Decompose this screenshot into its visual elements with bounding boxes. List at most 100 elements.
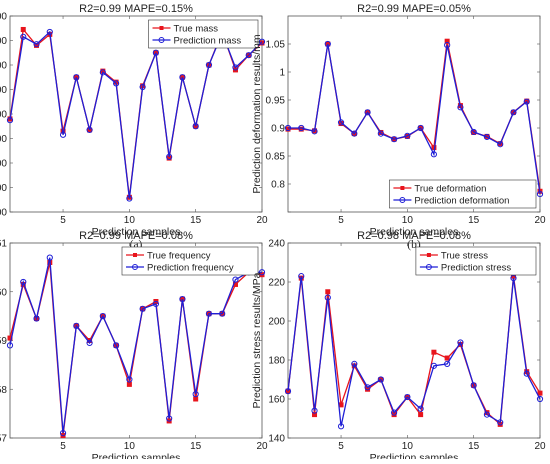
series-line-1 [9,257,262,434]
chart-title: R2=0.99 MAPE=0.15% [79,3,193,15]
data-point-prediction [33,315,40,322]
y-tick-label: 4000 [0,183,7,194]
data-point-prediction [351,360,358,367]
data-point-prediction [73,322,80,329]
data-point-prediction [404,393,411,401]
data-point-prediction [192,391,199,398]
data-point-true [312,412,318,418]
data-point-prediction [33,41,40,48]
x-tick-label: 10 [402,215,414,226]
x-tick-label: 20 [256,215,268,226]
data-point-prediction [497,141,504,148]
x-tick-label: 10 [124,441,136,452]
data-point-prediction [417,124,424,132]
data-point-prediction [536,190,544,198]
data-point-prediction [337,423,345,430]
data-point-prediction [126,195,133,202]
data-point-prediction [470,382,477,389]
legend-swatch-marker [133,253,137,257]
data-point-prediction [298,124,305,132]
y-tick-label: 4100 [0,159,7,170]
data-point-prediction [73,74,80,81]
data-point-true [418,412,424,418]
data-point-prediction [457,104,464,111]
data-point-prediction [126,376,133,383]
data-point-prediction [219,310,226,317]
y-tick-label: 0.95 [266,96,286,107]
y-tick-label: 61 [0,239,7,250]
chart-panel-d: R2=0.98 MAPE=0.08%5 10 15 20140160180200220… [251,230,546,464]
data-point-prediction [430,362,437,369]
data-point-prediction [497,419,504,426]
legend-entry: Prediction stress [441,262,511,273]
data-point-prediction [113,342,120,349]
data-point-prediction [391,136,398,143]
legend-swatch-marker [159,26,164,30]
data-point-true [325,289,331,295]
chart-title: R2=0.99 MAPE=0.05% [357,3,471,15]
data-point-prediction [523,370,530,377]
legend-entry: True stress [441,250,488,261]
data-point-prediction [337,119,345,126]
y-tick-label: 4600 [0,36,7,47]
series-line-0 [288,41,541,192]
chart-panel-c: R2=0.99 MAPE=0.08% 5 10 15 20 57 58 59 60 61 Predi… [0,230,268,464]
data-point-prediction [258,38,266,45]
data-point-prediction [483,133,491,141]
data-point-prediction [483,411,491,418]
data-point-prediction [284,124,292,132]
data-point-prediction [179,74,186,81]
x-tick-label: 5 [338,215,344,226]
data-point-prediction [311,407,318,414]
x-tick-label: 15 [190,441,202,452]
y-axis-label: Prediction stress results/MPa [251,272,263,408]
data-point-prediction [311,128,318,135]
x-tick-label: 15 [190,215,202,226]
x-axis-label: Prediction samples [92,226,181,238]
data-point-prediction [510,275,517,282]
data-point-true [193,396,199,402]
legend-swatch-marker [132,264,138,270]
x-tick-label: 5 [338,441,344,452]
data-point-prediction [166,153,173,160]
x-axis-label: Prediction samples [370,226,459,238]
legend-swatch-marker [400,186,405,190]
data-point-prediction [205,61,213,69]
data-point-prediction [364,109,371,116]
data-point-prediction [536,395,544,403]
legend-swatch-marker [399,197,406,203]
y-tick-label: 140 [268,434,285,445]
y-tick-label: 200 [268,317,285,328]
x-tick-label: 5 [60,441,66,452]
legend-entry: Prediction deformation [414,195,509,206]
data-point-true [7,335,13,341]
data-point-prediction [179,295,186,303]
data-point-prediction [99,69,106,76]
chart-title: R2=0.98 MAPE=0.08% [357,230,471,242]
data-point-prediction [404,132,411,139]
x-tick-label: 15 [468,441,480,452]
data-point-true [537,390,543,396]
plot-area-frame [287,15,541,213]
data-point-prediction [232,276,239,283]
y-tick-label: 59 [0,336,7,347]
x-axis-label: Prediction samples [92,452,181,459]
data-point-prediction [99,313,106,320]
y-tick-label: 3900 [0,208,7,219]
data-point-prediction [192,123,199,130]
data-point-true [20,26,26,32]
x-tick-label: 10 [402,441,414,452]
x-tick-label: 15 [468,215,480,226]
data-point-true [444,355,450,361]
data-point-prediction [20,278,27,286]
chart-title: R2=0.99 MAPE=0.08% [79,230,193,242]
y-tick-label: 4700 [0,12,7,23]
data-point-prediction [20,33,27,40]
data-point-prediction [377,130,384,137]
data-point-prediction [59,430,67,437]
data-point-prediction [232,64,239,71]
